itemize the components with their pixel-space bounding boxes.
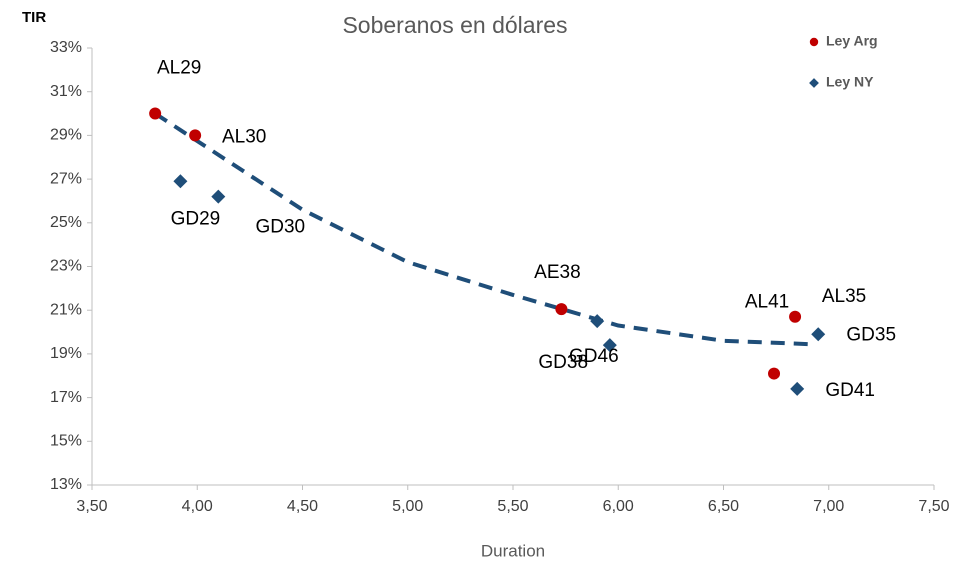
point-label: AL30	[222, 126, 266, 147]
point-label: GD35	[846, 324, 896, 345]
x-axis-label: Duration	[481, 541, 545, 560]
point	[590, 314, 605, 329]
x-tick-label: 3,50	[76, 498, 107, 515]
y-tick-label: 25%	[50, 214, 82, 231]
y-tick-label: 31%	[50, 83, 82, 100]
x-tick-label: 6,00	[603, 498, 634, 515]
point-label: GD30	[255, 217, 305, 238]
y-tick-label: 23%	[50, 258, 82, 275]
point-label: AL29	[157, 58, 201, 79]
y-tick-label: 19%	[50, 345, 82, 362]
point	[789, 310, 802, 323]
y-tick-label: 33%	[50, 39, 82, 56]
x-tick-label: 7,00	[813, 498, 844, 515]
point-label: GD38	[538, 352, 588, 373]
point-label: AE38	[534, 262, 580, 283]
point-label: GD29	[171, 208, 221, 229]
legend-label: Ley Arg	[826, 33, 878, 49]
point-label: GD41	[825, 380, 875, 401]
chart-title: Soberanos en dólares	[342, 12, 567, 38]
x-tick-label: 4,50	[287, 498, 318, 515]
x-tick-label: 6,50	[708, 498, 739, 515]
trendline	[154, 111, 808, 347]
y-tick-label: 29%	[50, 127, 82, 144]
point	[173, 174, 188, 189]
legend-marker	[809, 37, 819, 47]
y-axis-label: TIR	[22, 9, 46, 26]
y-tick-label: 17%	[50, 389, 82, 406]
y-tick-label: 15%	[50, 433, 82, 450]
x-tick-label: 5,50	[497, 498, 528, 515]
point	[811, 327, 826, 342]
point	[211, 189, 226, 204]
y-tick-label: 13%	[50, 476, 82, 493]
x-tick-label: 7,50	[918, 498, 949, 515]
legend-label: Ley NY	[826, 74, 874, 90]
y-tick-label: 21%	[50, 301, 82, 318]
point	[768, 367, 781, 380]
point	[149, 107, 162, 120]
x-tick-label: 5,00	[392, 498, 423, 515]
point	[602, 338, 617, 353]
legend-marker	[809, 78, 819, 88]
point-label: GD46	[569, 346, 619, 367]
point	[790, 381, 805, 396]
point	[555, 303, 568, 316]
point-label: AL35	[822, 286, 866, 307]
point	[189, 129, 202, 142]
point-label: AL41	[745, 292, 789, 313]
y-tick-label: 27%	[50, 170, 82, 187]
x-tick-label: 4,00	[182, 498, 213, 515]
